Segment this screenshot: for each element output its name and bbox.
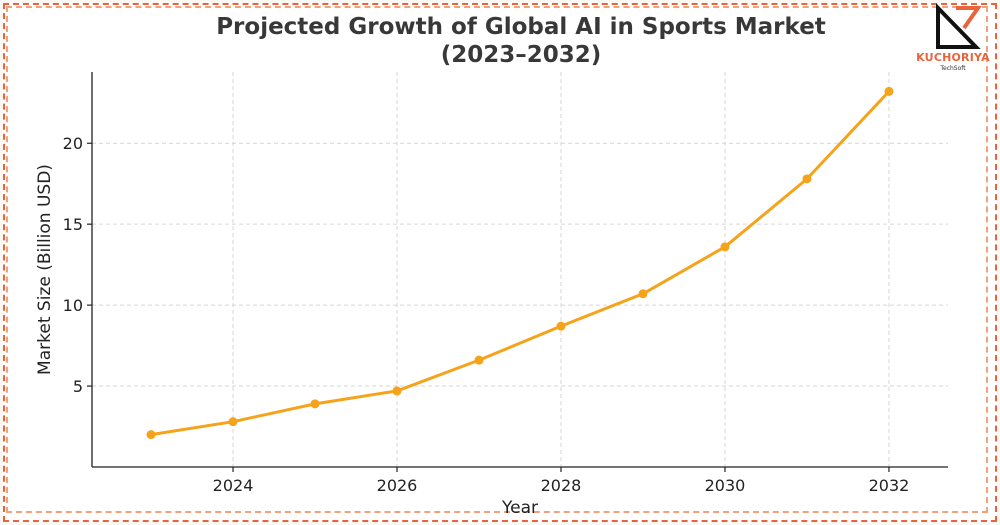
chart-title-line1: Projected Growth of Global AI in Sports …: [216, 14, 826, 40]
y-tick-label: 5: [73, 377, 83, 396]
data-point: [392, 386, 402, 396]
y-tick-label: 10: [63, 296, 83, 315]
logo-brand-text: KUCHORIYA: [916, 51, 990, 64]
data-point: [720, 242, 730, 252]
data-point: [146, 430, 156, 440]
logo-sub-text: TechSoft: [940, 65, 966, 72]
data-point: [310, 399, 320, 409]
series-line: [150, 90, 891, 437]
x-tick-label: 2030: [705, 476, 746, 495]
x-tick-label: 2024: [213, 476, 254, 495]
x-tick-label: 2026: [377, 476, 418, 495]
page-inner-border: [6, 6, 988, 513]
x-tick-label: 2032: [869, 476, 910, 495]
y-tick-label: 20: [63, 134, 83, 153]
x-axis-label: Year: [501, 498, 538, 518]
brand-logo: KUCHORIYA TechSoft: [906, 2, 1000, 82]
data-point: [474, 355, 484, 365]
logo-mark-icon: [936, 3, 982, 49]
series: [146, 86, 894, 440]
y-tick-label: 15: [63, 215, 83, 234]
data-point: [638, 289, 648, 299]
axes: [91, 72, 948, 468]
data-point: [802, 174, 812, 184]
chart-title-line2: (2023–2032): [440, 42, 602, 68]
chart-title: Projected Growth of Global AI in Sports …: [140, 13, 902, 69]
data-point: [228, 417, 238, 427]
x-tick-label: 2028: [541, 476, 582, 495]
data-point: [556, 321, 566, 331]
page-border: [3, 3, 997, 522]
data-point: [884, 86, 894, 96]
y-axis-label: Market Size (Billion USD): [35, 164, 55, 375]
grid-lines: [92, 72, 948, 467]
tick-labels: 2024 2026 2028 2030 2032 5 10 15 20: [63, 134, 910, 495]
